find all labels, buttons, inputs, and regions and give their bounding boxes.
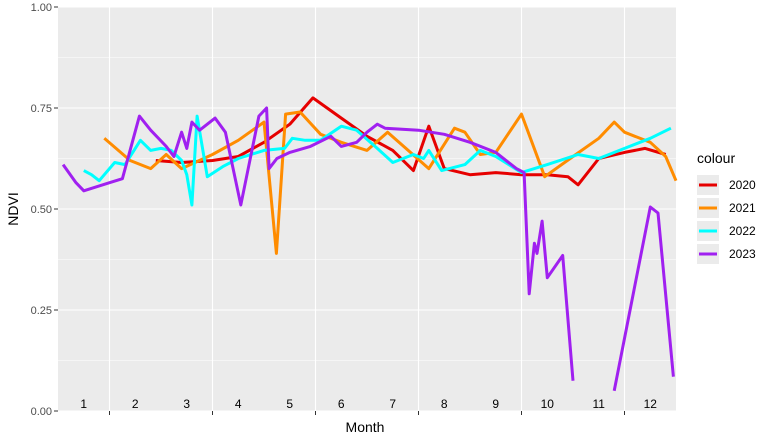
- series-lines: [61, 96, 678, 392]
- series-line-2020: [155, 96, 667, 187]
- y-tick-label: 0.50: [31, 204, 52, 216]
- y-tick-label: 0.75: [31, 103, 52, 115]
- month-label-9: 9: [492, 397, 499, 411]
- legend-label-2022: 2022: [729, 224, 756, 238]
- legend: colour 2020 2021 2022 2023: [697, 150, 756, 264]
- legend-label-2020: 2020: [729, 178, 756, 192]
- x-axis-title: Month: [346, 419, 385, 435]
- month-label-12: 12: [644, 397, 658, 411]
- month-label-8: 8: [441, 397, 448, 411]
- y-axis-title: NDVI: [5, 192, 21, 225]
- month-label-3: 3: [183, 397, 190, 411]
- y-tick-label: 0.00: [31, 406, 52, 418]
- legend-title: colour: [697, 150, 735, 166]
- month-label-11: 11: [593, 397, 606, 411]
- month-label-10: 10: [541, 397, 555, 411]
- series-line-2023: [61, 106, 675, 392]
- month-label-6: 6: [338, 397, 345, 411]
- month-labels: 1 2 3 4 5 6 7 8 9 10 11 12: [80, 397, 657, 411]
- month-label-1: 1: [80, 397, 87, 411]
- month-label-2: 2: [132, 397, 139, 411]
- y-tick-label: 1.00: [31, 2, 52, 14]
- y-tick-label: 0.25: [31, 305, 52, 317]
- month-label-4: 4: [235, 397, 242, 411]
- legend-label-2021: 2021: [729, 201, 756, 215]
- legend-label-2023: 2023: [729, 247, 756, 261]
- series-line-2021: [103, 110, 678, 255]
- grid-major: [58, 6, 676, 412]
- month-label-5: 5: [286, 397, 293, 411]
- y-axis: 0.00 0.25 0.50 0.75 1.00: [31, 2, 58, 418]
- x-axis: [109, 411, 625, 415]
- month-label-7: 7: [389, 397, 396, 411]
